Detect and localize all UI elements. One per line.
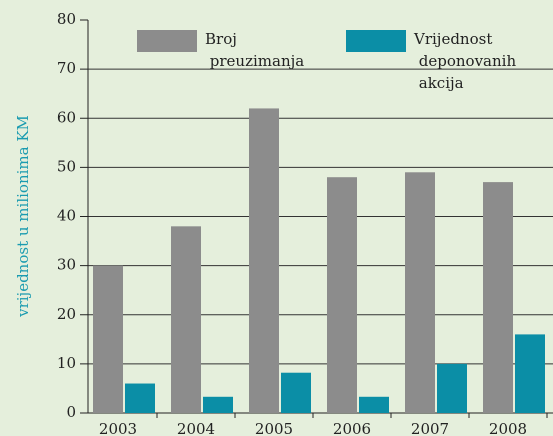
bar <box>203 396 233 413</box>
legend-label: Vrijednost deponovanih akcija <box>413 30 516 92</box>
y-tick-label: 40 <box>57 207 76 225</box>
y-tick-label: 10 <box>57 354 76 372</box>
x-tick-label: 2005 <box>255 420 293 436</box>
bar <box>515 334 545 413</box>
bar <box>93 265 123 413</box>
y-tick-label: 30 <box>57 256 76 274</box>
y-tick-label: 60 <box>57 108 76 126</box>
x-tick-label: 2006 <box>333 420 371 436</box>
legend-swatch <box>346 30 406 52</box>
y-tick-label: 20 <box>57 305 76 323</box>
x-tick-label: 2004 <box>177 420 215 436</box>
x-tick-label: 2008 <box>489 420 527 436</box>
y-axis-label: vrijednost u milionima KM <box>14 115 32 318</box>
x-tick-label: 2003 <box>99 420 137 436</box>
bar <box>437 363 467 413</box>
y-tick-label: 0 <box>66 403 76 421</box>
y-tick-label: 80 <box>57 10 76 28</box>
y-tick-label: 70 <box>57 59 76 77</box>
bar <box>125 383 155 413</box>
bar <box>281 372 311 413</box>
legend-swatch <box>137 30 197 52</box>
x-tick-label: 2007 <box>411 420 449 436</box>
bar <box>359 396 389 413</box>
bar <box>483 182 513 413</box>
bar <box>327 177 357 413</box>
bar <box>249 108 279 414</box>
bar <box>405 172 435 413</box>
y-tick-label: 50 <box>57 157 76 175</box>
bar <box>171 226 201 413</box>
legend-label: Broj preuzimanja <box>205 30 304 70</box>
